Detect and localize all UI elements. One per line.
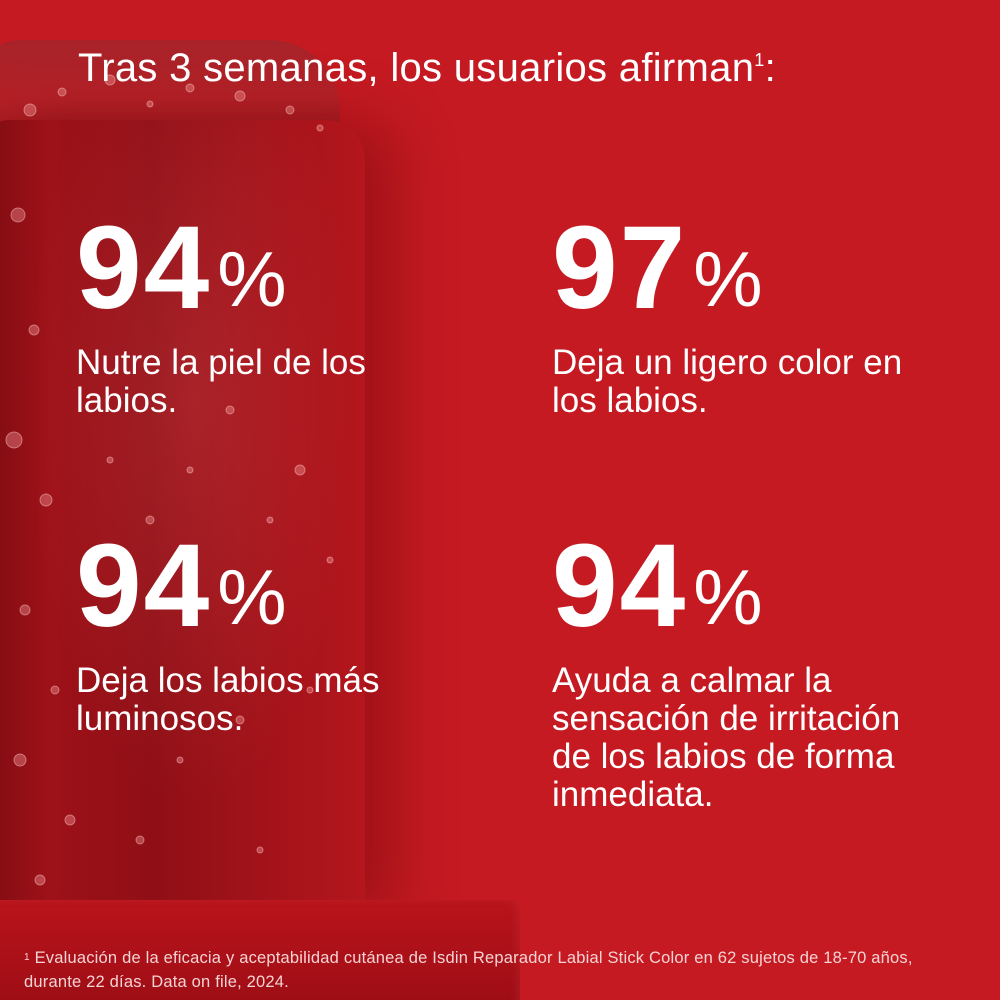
stat-unit: % xyxy=(693,553,763,642)
footnote-text: Evaluación de la eficacia y aceptabilida… xyxy=(24,949,913,991)
stat-figure: 97 % xyxy=(552,202,912,334)
stat-unit: % xyxy=(217,235,287,324)
stat-nourish: 94 % Nutre la piel de los labios. xyxy=(76,202,436,421)
stat-description: Ayuda a calmar la sensación de irritació… xyxy=(552,661,901,815)
stat-description: Deja un ligero color en los labios. xyxy=(552,343,903,421)
headline-suffix: : xyxy=(764,46,776,90)
stat-luminous: 94 % Deja los labios más luminosos. xyxy=(76,520,436,739)
stat-value: 97 xyxy=(552,202,688,334)
stat-value: 94 xyxy=(76,202,212,334)
stat-value: 94 xyxy=(552,520,688,652)
stat-figure: 94 % xyxy=(76,202,436,334)
lipstick-cap xyxy=(0,900,520,1000)
stat-figure: 94 % xyxy=(552,520,912,652)
headline: Tras 3 semanas, los usuarios afirman1: xyxy=(78,46,776,91)
stat-soothe: 94 % Ayuda a calmar la sensación de irri… xyxy=(552,520,912,815)
lipstick-stick xyxy=(0,120,365,920)
stat-color: 97 % Deja un ligero color en los labios. xyxy=(552,202,912,421)
headline-text: Tras 3 semanas, los usuarios afirman xyxy=(78,46,755,90)
stat-description: Deja los labios más luminosos. xyxy=(76,661,380,739)
stat-unit: % xyxy=(217,553,287,642)
stat-figure: 94 % xyxy=(76,520,436,652)
stat-description: Nutre la piel de los labios. xyxy=(76,343,366,421)
stat-value: 94 xyxy=(76,520,212,652)
footnote: 1 Evaluación de la eficacia y aceptabili… xyxy=(24,946,974,994)
water-droplets xyxy=(5,74,334,886)
footnote-marker: 1 xyxy=(24,952,30,963)
stat-unit: % xyxy=(693,235,763,324)
headline-footnote-marker: 1 xyxy=(754,50,765,70)
